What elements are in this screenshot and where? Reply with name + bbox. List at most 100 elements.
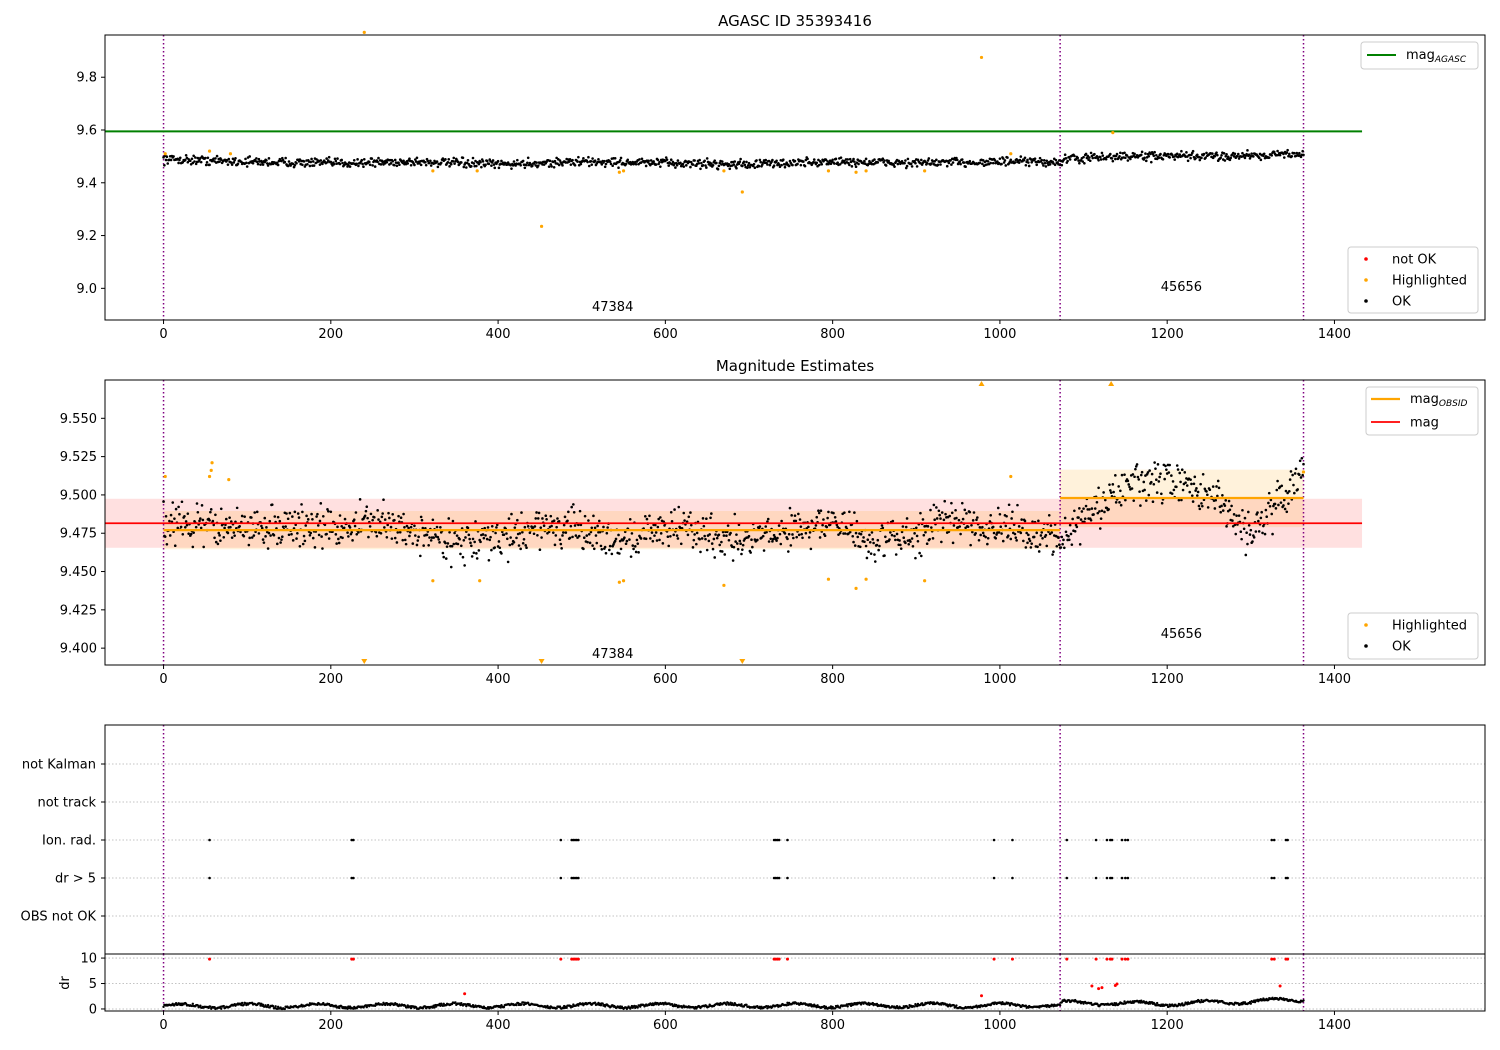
ok-point [1293, 472, 1297, 475]
ok-point [1114, 474, 1117, 477]
ok-point [1000, 162, 1003, 166]
dr-ok-point [1183, 1003, 1186, 1006]
ok-point [1196, 490, 1200, 494]
dr-not-ok-point [1105, 957, 1109, 961]
ok-point [693, 159, 696, 162]
mag-estimates-panel-frame [104, 379, 1486, 666]
ok-point [495, 526, 498, 529]
ok-point [1139, 473, 1143, 477]
flag-category-label: not track [37, 796, 96, 811]
ok-point [968, 510, 972, 514]
ok-point [1067, 534, 1070, 538]
ok-point [933, 160, 936, 163]
ok-point [913, 532, 916, 535]
highlighted-point [475, 169, 479, 173]
ok-point [902, 536, 906, 539]
dr-not-ok-point [785, 957, 789, 961]
ok-point [1170, 492, 1174, 495]
ok-point [172, 155, 175, 158]
ok-point [682, 165, 686, 168]
ok-point [1299, 476, 1303, 479]
ok-point [702, 524, 706, 528]
ok-point [916, 539, 920, 543]
ok-point [1037, 550, 1041, 553]
ok-point [932, 503, 936, 507]
ok-point [469, 541, 472, 545]
ok-point [693, 533, 696, 536]
dr-ok-point [405, 1006, 409, 1009]
ok-point [362, 158, 366, 161]
ok-point [1252, 155, 1255, 158]
ok-point [707, 539, 711, 543]
ok-point [833, 162, 836, 165]
ok-point [243, 515, 246, 518]
dr-ok-point [520, 1003, 523, 1006]
ok-point [436, 165, 440, 169]
ok-point [836, 161, 839, 164]
ok-point [1024, 546, 1028, 549]
ok-point [284, 156, 287, 160]
ok-point [341, 161, 344, 165]
ok-point [572, 503, 575, 506]
ok-point [525, 546, 528, 550]
flag-point [208, 838, 211, 842]
ok-point [612, 543, 615, 546]
ok-point [393, 518, 396, 522]
ok-point [253, 511, 257, 514]
ok-point [340, 158, 343, 162]
x-tick-label: 400 [486, 672, 511, 687]
ok-point [775, 539, 778, 542]
ok-point [567, 160, 571, 163]
ok-point [899, 547, 903, 550]
ok-point [302, 534, 306, 538]
dr-ok-point [1008, 1004, 1012, 1007]
ok-point [708, 533, 711, 536]
ok-point [582, 547, 585, 551]
ok-point [1302, 462, 1305, 466]
ok-point [1188, 490, 1192, 494]
ok-point [826, 160, 829, 163]
ok-point [296, 512, 300, 515]
ok-point [1139, 153, 1143, 157]
ok-point [579, 162, 583, 166]
ok-point [714, 533, 717, 536]
ok-point [804, 531, 808, 535]
ok-point [301, 542, 305, 546]
ok-point [587, 155, 590, 159]
obsid-label: 47384 [592, 647, 633, 662]
ok-point [1041, 536, 1044, 540]
ok-point [516, 158, 519, 162]
ok-point [720, 160, 724, 163]
ok-point [471, 537, 475, 541]
ok-point [327, 510, 330, 513]
highlighted-point [431, 579, 435, 583]
ok-point [1137, 478, 1141, 481]
ok-point [238, 524, 241, 528]
ok-point [1107, 508, 1110, 511]
ok-point [821, 523, 824, 527]
ok-point [1243, 516, 1247, 520]
ok-point [1142, 480, 1146, 484]
ok-point [439, 525, 442, 529]
ok-point [1073, 154, 1076, 158]
ok-point [425, 533, 429, 537]
ok-point [206, 156, 210, 160]
ok-point [838, 531, 842, 535]
ok-point [825, 525, 829, 529]
ok-point [1054, 158, 1058, 162]
ok-point [1181, 488, 1185, 492]
ok-point [1278, 153, 1282, 157]
highlighted-point [854, 170, 858, 174]
ok-point [893, 165, 896, 168]
ok-point [350, 530, 354, 534]
ok-point [424, 527, 427, 530]
ok-point [496, 159, 500, 163]
ok-point [652, 160, 655, 163]
ok-point [460, 527, 464, 530]
ok-point [1161, 157, 1165, 161]
ok-point [926, 525, 930, 528]
ok-point [955, 516, 958, 520]
ok-point [654, 523, 657, 527]
ok-point [528, 531, 532, 535]
ok-point [523, 525, 527, 529]
